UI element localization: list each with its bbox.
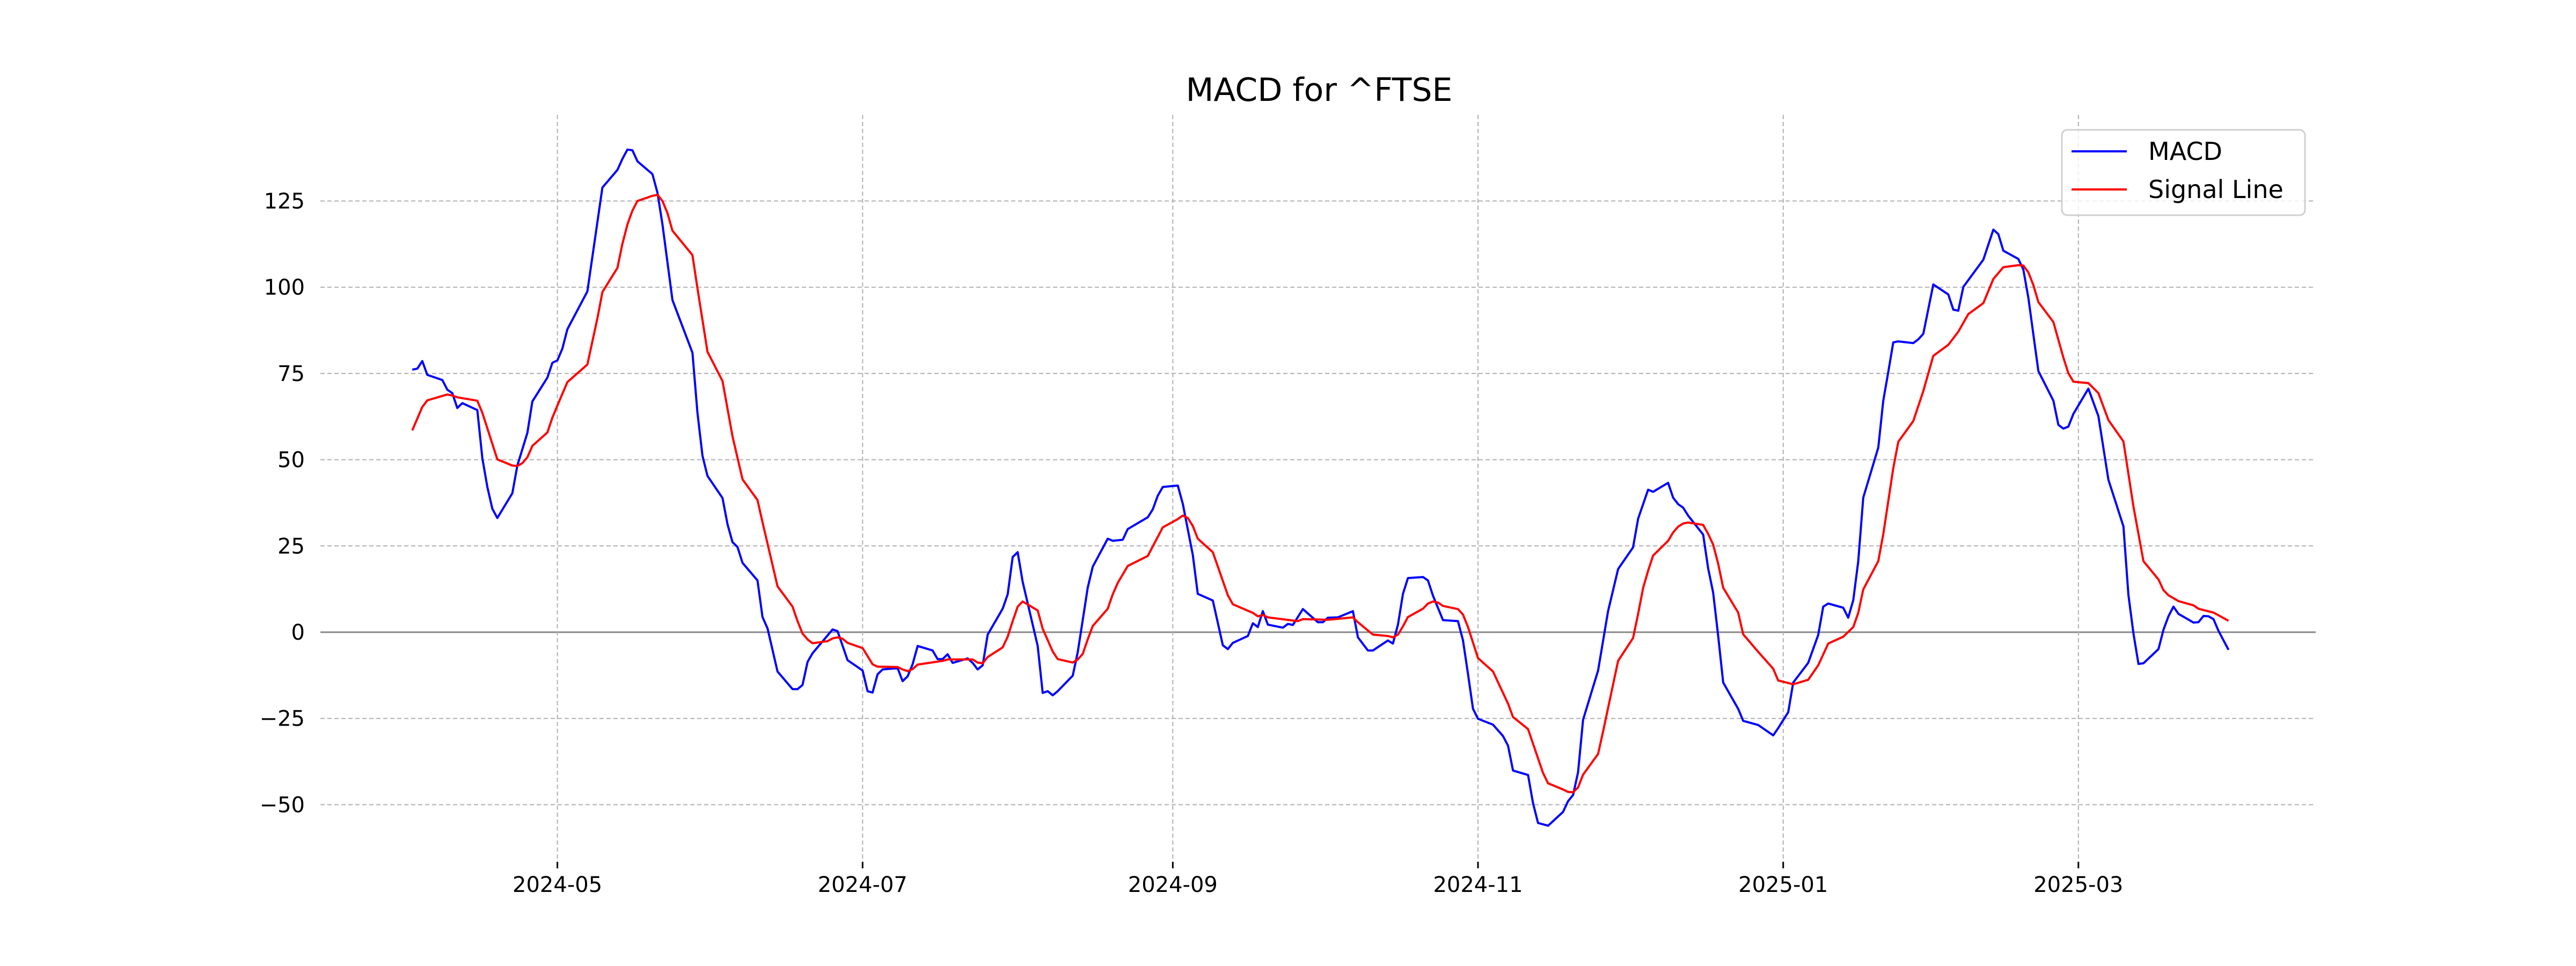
y-tick-label: −25 bbox=[260, 707, 305, 731]
y-tick-label: 0 bbox=[291, 620, 305, 645]
legend-label-signal-line: Signal Line bbox=[2148, 175, 2284, 204]
signal-line-series-line bbox=[411, 193, 2229, 794]
legend: MACD Signal Line bbox=[2061, 129, 2306, 216]
x-tick-label: 2024-07 bbox=[818, 873, 908, 897]
y-tick-label: −50 bbox=[260, 793, 305, 817]
x-tick-label: 2024-05 bbox=[513, 873, 602, 897]
x-tick-label: 2025-03 bbox=[2033, 873, 2123, 897]
grid-lines bbox=[320, 115, 2316, 862]
x-axis: 2024-05 2024-07 2024-09 2024-11 2025-01 2025-… bbox=[513, 862, 2123, 897]
y-tick-label: 50 bbox=[277, 448, 305, 473]
macd-series-line bbox=[412, 148, 2230, 827]
plot-lines bbox=[411, 148, 2230, 827]
y-tick-label: 25 bbox=[277, 534, 305, 559]
y-tick-label: 125 bbox=[264, 189, 305, 214]
y-axis: −50 −25 0 25 50 75 100 125 bbox=[260, 189, 305, 818]
y-tick-label: 75 bbox=[277, 362, 305, 386]
chart-title: MACD for ^FTSE bbox=[1186, 71, 1453, 109]
x-tick-label: 2024-11 bbox=[1433, 873, 1523, 897]
y-tick-label: 100 bbox=[264, 275, 305, 300]
x-tick-label: 2024-09 bbox=[1128, 873, 1218, 897]
legend-label-macd: MACD bbox=[2148, 137, 2222, 166]
x-tick-label: 2025-01 bbox=[1738, 873, 1828, 897]
